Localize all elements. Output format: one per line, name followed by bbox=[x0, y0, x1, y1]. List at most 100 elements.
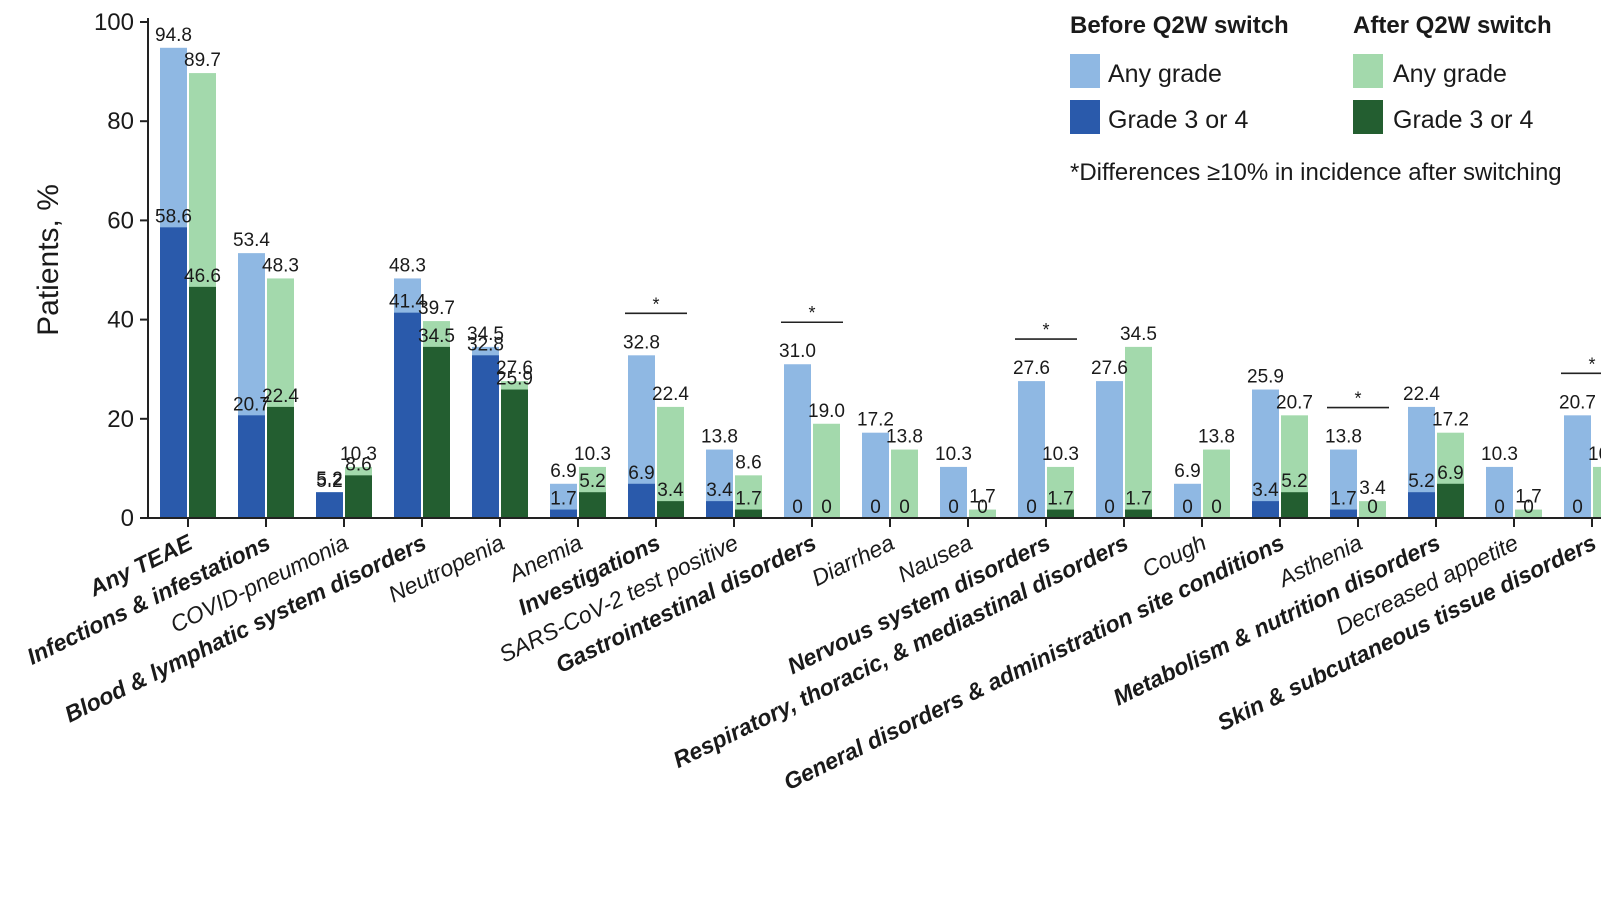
value-label-after-grade34: 22.4 bbox=[262, 386, 299, 407]
bar-before-grade34 bbox=[160, 227, 187, 518]
category-group: 53.4 48.3 20.722.4 bbox=[233, 230, 299, 519]
value-label-before-any: 32.8 bbox=[623, 332, 660, 353]
value-label-before-grade34: 3.4 bbox=[706, 480, 733, 501]
x-tick-label: Diarrhea bbox=[808, 529, 899, 591]
significance-star: * bbox=[808, 303, 815, 323]
value-label-before-any: 34.5 bbox=[467, 324, 504, 345]
y-tick-label: 60 bbox=[107, 207, 134, 234]
value-label-before-any: 13.8 bbox=[1325, 427, 1362, 448]
value-label-before-grade34: 3.4 bbox=[1252, 480, 1279, 501]
bar-after-grade34 bbox=[267, 406, 294, 518]
category-group: 31.0 19.0 0 0 * bbox=[779, 303, 845, 518]
value-label-after-any: 10.3 bbox=[574, 444, 611, 465]
value-label-before-grade34: 0 bbox=[948, 497, 959, 518]
value-label-after-grade34: 8.6 bbox=[345, 454, 371, 475]
bar-after-any-grade bbox=[1359, 501, 1386, 518]
bar-before-any-grade bbox=[1018, 381, 1045, 518]
bar-before-any-grade bbox=[1096, 381, 1123, 518]
bar-before-any-grade bbox=[1564, 415, 1591, 518]
value-label-before-any: 48.3 bbox=[389, 255, 426, 276]
value-label-after-any: 89.7 bbox=[184, 50, 221, 71]
category-group: 32.8 22.4 6.93.4 * bbox=[623, 294, 689, 518]
value-label-before-grade34: 20.7 bbox=[233, 394, 270, 415]
value-label-after-grade34: 25.9 bbox=[496, 369, 533, 390]
bar-after-grade34 bbox=[579, 492, 606, 518]
legend-swatch-after-grade34 bbox=[1353, 100, 1383, 134]
value-label-after-any: 13.8 bbox=[1198, 427, 1235, 448]
bar-after-grade34 bbox=[657, 501, 684, 518]
value-label-before-grade34: 0 bbox=[870, 497, 881, 518]
value-label-after-grade34: 0 bbox=[1523, 497, 1534, 518]
category-group: 48.3 39.741.4 34.5 bbox=[389, 255, 455, 518]
value-label-after-grade34: 1.7 bbox=[735, 489, 761, 510]
value-label-after-grade34: 1.7 bbox=[1047, 489, 1073, 510]
value-label-after-grade34: 3.4 bbox=[657, 480, 684, 501]
value-label-after-grade34: 6.9 bbox=[1437, 463, 1463, 484]
category-group: 25.9 20.7 3.4 5.2 bbox=[1247, 367, 1313, 518]
category-group: 13.8 3.41.7 0 * bbox=[1325, 389, 1389, 518]
legend-swatch-before-any bbox=[1070, 54, 1100, 88]
legend: Before Q2W switch After Q2W switch Any g… bbox=[1070, 12, 1562, 186]
bar-before-grade34 bbox=[1330, 509, 1357, 518]
bar-after-any-grade bbox=[891, 449, 918, 518]
value-label-after-grade34: 5.2 bbox=[1281, 471, 1307, 492]
category-group: 10.31.70 0 bbox=[935, 444, 996, 518]
value-label-after-grade34: 0 bbox=[1211, 497, 1222, 518]
value-label-before-any: 20.7 bbox=[1559, 392, 1596, 413]
value-label-before-grade34: 1.7 bbox=[1330, 489, 1356, 510]
value-label-after-any: 39.7 bbox=[418, 298, 455, 319]
value-label-before-any: 10.3 bbox=[935, 444, 972, 465]
value-label-after-grade34: 1.7 bbox=[1125, 489, 1151, 510]
value-label-before-any: 94.8 bbox=[155, 25, 192, 46]
bar-after-grade34 bbox=[1281, 492, 1308, 518]
y-tick-label: 100 bbox=[94, 9, 134, 36]
category-group: 6.910.3 1.75.2 bbox=[550, 444, 611, 518]
legend-significance-note: *Differences ≥10% in incidence after swi… bbox=[1070, 159, 1562, 186]
value-label-before-grade34: 0 bbox=[1494, 497, 1505, 518]
value-label-before-grade34: 58.6 bbox=[155, 206, 192, 227]
category-group: 34.5 27.6 32.8 25.9 bbox=[467, 324, 533, 518]
bar-after-any-grade bbox=[1593, 466, 1601, 518]
category-group: 17.213.8 0 0 bbox=[857, 410, 923, 518]
bar-before-grade34 bbox=[238, 415, 265, 518]
bar-after-grade34 bbox=[1437, 483, 1464, 518]
value-label-before-grade34: 0 bbox=[792, 497, 803, 518]
y-tick-label: 0 bbox=[121, 505, 134, 532]
bar-after-grade34 bbox=[345, 475, 372, 518]
bar-after-grade34 bbox=[501, 389, 528, 518]
legend-before-any-label: Any grade bbox=[1108, 60, 1222, 88]
bar-after-any-grade bbox=[813, 423, 840, 518]
category-group: 27.6 10.3 0 1.7 * bbox=[1013, 320, 1079, 518]
bar-after-any-grade bbox=[1203, 449, 1230, 518]
value-label-before-any: 6.9 bbox=[1174, 461, 1200, 482]
legend-swatch-before-grade34 bbox=[1070, 100, 1100, 134]
value-label-before-any: 6.9 bbox=[550, 461, 576, 482]
value-label-after-any: 27.6 bbox=[496, 358, 533, 379]
bar-after-any-grade bbox=[969, 509, 996, 518]
y-axis: 0 20 40 60 80 100 bbox=[94, 9, 149, 532]
bar-before-grade34 bbox=[394, 312, 421, 518]
value-label-before-grade34: 0 bbox=[1572, 497, 1583, 518]
value-label-after-grade34: 46.6 bbox=[184, 266, 221, 287]
value-label-before-grade34: 1.7 bbox=[550, 489, 576, 510]
category-group: 20.710.300* bbox=[1559, 354, 1601, 518]
value-label-after-any: 48.3 bbox=[262, 255, 299, 276]
bar-before-grade34 bbox=[1252, 501, 1279, 518]
y-axis-label: Patients, % bbox=[32, 184, 65, 336]
bar-after-grade34 bbox=[735, 509, 762, 518]
value-label-before-grade34: 0 bbox=[1026, 497, 1037, 518]
legend-after-any-label: Any grade bbox=[1393, 60, 1507, 88]
y-tick-label: 20 bbox=[107, 406, 134, 433]
value-label-after-grade34: 34.5 bbox=[418, 326, 455, 347]
value-label-before-any: 17.2 bbox=[857, 410, 894, 431]
value-label-after-grade34: 0 bbox=[821, 497, 832, 518]
bar-after-any-grade bbox=[657, 406, 684, 518]
category-group: 6.9 13.8 0 0 bbox=[1174, 427, 1235, 518]
value-label-after-any: 1.7 bbox=[1515, 487, 1541, 508]
value-label-after-any: 20.7 bbox=[1276, 392, 1313, 413]
category-group: 22.4 17.2 5.2 6.9 bbox=[1403, 384, 1469, 518]
category-group: 27.6 34.5 0 1.7 bbox=[1091, 324, 1157, 518]
bar-after-grade34 bbox=[1047, 509, 1074, 518]
